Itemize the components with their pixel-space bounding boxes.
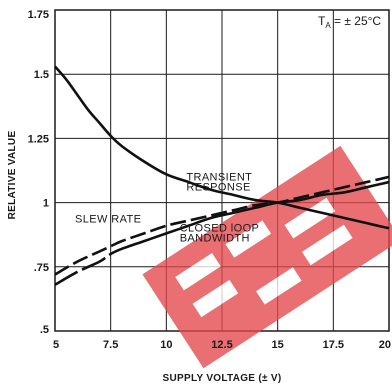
annotation-label: RESPONSE: [186, 181, 250, 193]
watermark-cut-1: [175, 253, 221, 291]
x-tick-label: 10: [160, 339, 172, 351]
annotation-label: SLEW RATE: [75, 214, 141, 226]
x-tick-label: 12.5: [211, 339, 232, 351]
watermark-cut-3: [225, 220, 272, 258]
watermark-cut-5: [284, 197, 336, 239]
x-tick-labels: 5 7.5 10 12.5 15 17.5 20: [53, 339, 391, 351]
x-axis-title: SUPPLY VOLTAGE (± V): [163, 373, 282, 384]
annotation-label: CLOSED lOOP: [180, 223, 260, 235]
y-tick-label: 1.25: [28, 133, 49, 145]
series-line-slew-rate: [54, 175, 390, 276]
series-line-closed-loop-bandwidth: [54, 180, 390, 286]
watermark-cut-4: [255, 267, 302, 305]
x-tick-label: 20: [379, 339, 391, 351]
y-tick-label: .5: [40, 324, 49, 336]
temperature-condition: TA = ± 25°C: [318, 14, 381, 30]
watermark-cut-2: [192, 279, 239, 318]
x-tick-label: 17.5: [323, 339, 344, 351]
annotation-label: BANDWIDTH: [180, 233, 250, 245]
watermark-shape: [142, 145, 392, 369]
y-tick-label: 1: [43, 198, 49, 210]
x-tick-label: 7.5: [103, 339, 118, 351]
x-tick-label: 5: [53, 339, 59, 351]
annotation-label: TRANSIENT: [186, 171, 252, 183]
series-line-transient-response: [54, 65, 390, 230]
y-axis-title: RELATIVE VALUE: [7, 131, 18, 220]
condition-subscript: A: [325, 21, 331, 30]
y-tick-label: 1.75: [28, 9, 49, 21]
condition-prefix: T: [318, 14, 326, 28]
y-tick-label: 1.5: [34, 69, 49, 81]
series-group: [54, 65, 390, 286]
condition-value: = ± 25°C: [331, 14, 382, 28]
watermark-logo: [142, 145, 392, 369]
y-tick-labels: .5 .75 1 1.25 1.5 1.75: [28, 9, 49, 336]
x-tick-label: 15: [272, 339, 284, 351]
y-tick-label: .75: [34, 262, 49, 274]
watermark-cut-6: [301, 224, 353, 266]
